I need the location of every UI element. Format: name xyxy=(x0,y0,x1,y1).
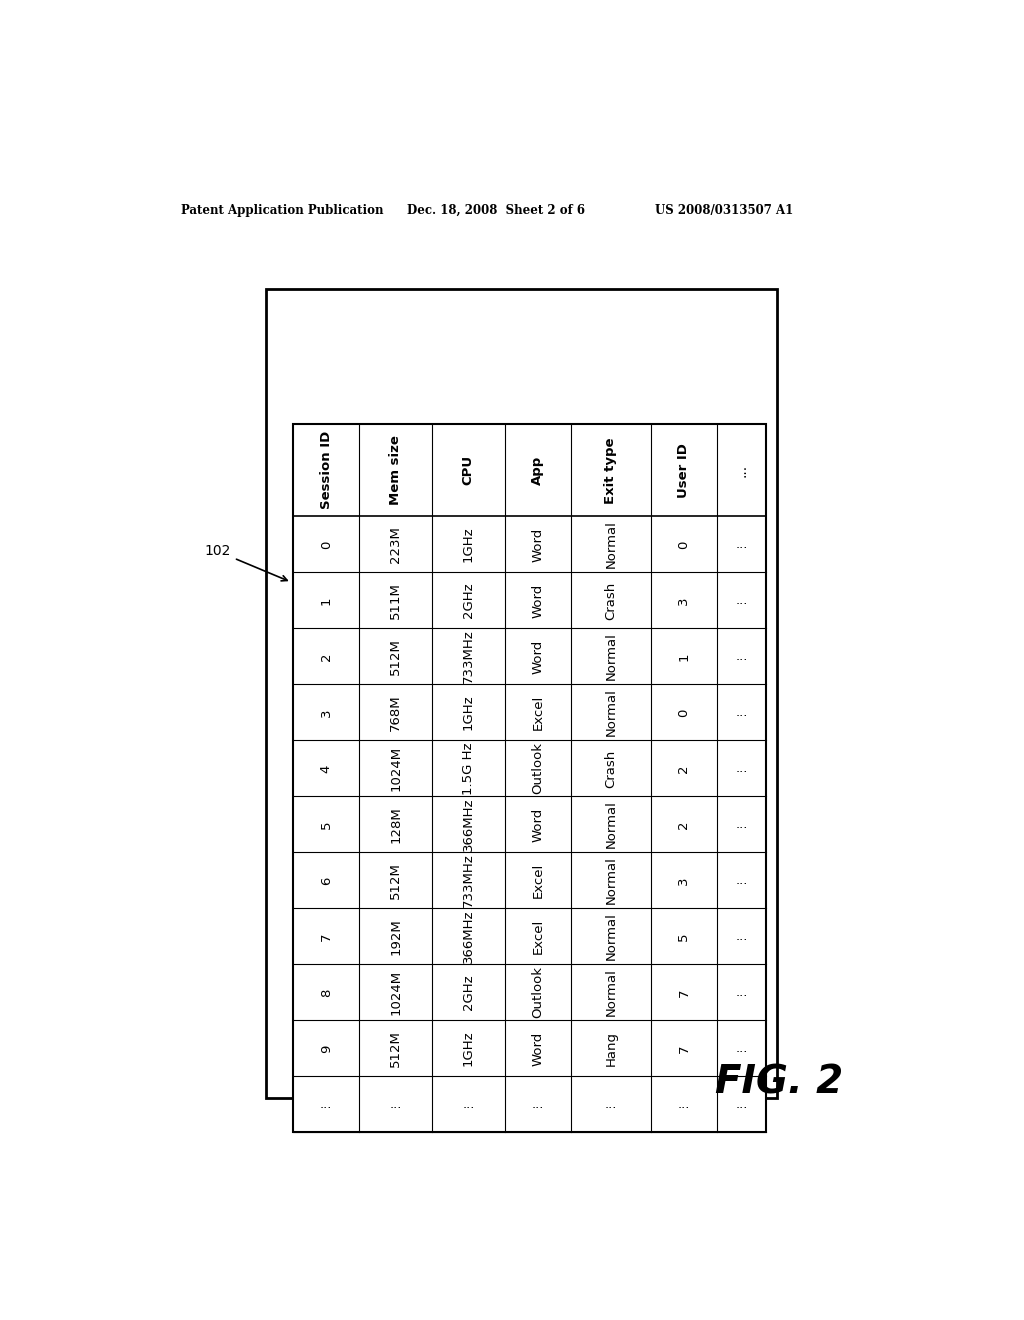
Text: 1024M: 1024M xyxy=(389,970,402,1015)
Text: Normal: Normal xyxy=(604,912,617,961)
Text: 7: 7 xyxy=(678,1044,690,1053)
Text: 5: 5 xyxy=(678,932,690,941)
Text: ...: ... xyxy=(735,539,748,550)
Text: Normal: Normal xyxy=(604,800,617,849)
Text: ...: ... xyxy=(321,1098,333,1111)
Text: 1: 1 xyxy=(678,652,690,661)
Text: Word: Word xyxy=(531,1031,545,1065)
Text: 3: 3 xyxy=(678,597,690,605)
Text: ...: ... xyxy=(389,1098,402,1111)
Text: 512M: 512M xyxy=(389,638,402,675)
Text: Crash: Crash xyxy=(604,581,617,619)
Text: 0: 0 xyxy=(678,540,690,549)
Text: Excel: Excel xyxy=(531,919,545,954)
Text: 5: 5 xyxy=(319,820,333,829)
Text: Outlook: Outlook xyxy=(531,742,545,795)
Text: Session ID: Session ID xyxy=(319,432,333,510)
Text: Hang: Hang xyxy=(604,1031,617,1067)
Text: Mem size: Mem size xyxy=(389,436,402,506)
Text: Excel: Excel xyxy=(531,694,545,730)
Text: 511M: 511M xyxy=(389,582,402,619)
Text: 1GHz: 1GHz xyxy=(462,1031,475,1067)
Text: Dec. 18, 2008  Sheet 2 of 6: Dec. 18, 2008 Sheet 2 of 6 xyxy=(407,205,585,218)
Text: Word: Word xyxy=(531,808,545,842)
Text: Normal: Normal xyxy=(604,857,617,904)
Text: US 2008/0313507 A1: US 2008/0313507 A1 xyxy=(655,205,794,218)
Text: 8: 8 xyxy=(319,989,333,997)
Text: 9: 9 xyxy=(319,1044,333,1052)
Text: Normal: Normal xyxy=(604,632,617,680)
Text: ...: ... xyxy=(735,818,748,832)
Text: ...: ... xyxy=(605,1098,617,1111)
Text: Outlook: Outlook xyxy=(531,966,545,1019)
Text: 1GHz: 1GHz xyxy=(462,527,475,562)
Text: ...: ... xyxy=(735,986,748,999)
Text: 192M: 192M xyxy=(389,919,402,954)
Text: FIG. 2: FIG. 2 xyxy=(715,1064,843,1101)
Text: 2: 2 xyxy=(678,764,690,772)
Text: 3: 3 xyxy=(678,876,690,884)
Text: 3: 3 xyxy=(319,709,333,717)
Text: 366MHz: 366MHz xyxy=(462,797,475,851)
Text: ...: ... xyxy=(735,594,748,607)
Text: ...: ... xyxy=(735,1041,748,1055)
Text: 1: 1 xyxy=(319,597,333,605)
Text: 512M: 512M xyxy=(389,1030,402,1067)
Text: 2GHz: 2GHz xyxy=(462,974,475,1010)
Bar xyxy=(293,424,766,1133)
Text: User ID: User ID xyxy=(678,442,690,498)
Text: 7: 7 xyxy=(319,932,333,941)
Text: Excel: Excel xyxy=(531,863,545,898)
Text: 733MHz: 733MHz xyxy=(462,854,475,907)
Text: Word: Word xyxy=(531,527,545,561)
Text: ...: ... xyxy=(735,649,748,663)
Text: Patent Application Publication: Patent Application Publication xyxy=(180,205,383,218)
Text: 1.5G Hz: 1.5G Hz xyxy=(462,742,475,795)
Text: ...: ... xyxy=(678,1098,690,1111)
Text: ...: ... xyxy=(735,874,748,887)
Text: ...: ... xyxy=(735,706,748,719)
Text: 4: 4 xyxy=(319,764,333,772)
Text: 512M: 512M xyxy=(389,862,402,899)
Text: 7: 7 xyxy=(678,989,690,997)
Text: ...: ... xyxy=(531,1098,544,1111)
Text: 223M: 223M xyxy=(389,525,402,562)
Text: 0: 0 xyxy=(319,540,333,549)
Text: Normal: Normal xyxy=(604,689,617,737)
Text: Normal: Normal xyxy=(604,520,617,569)
Text: ...: ... xyxy=(462,1098,474,1111)
Text: 2: 2 xyxy=(678,820,690,829)
Text: 6: 6 xyxy=(319,876,333,884)
Text: 1024M: 1024M xyxy=(389,746,402,791)
Text: 102: 102 xyxy=(205,544,288,581)
Text: ...: ... xyxy=(734,463,749,477)
Text: 128M: 128M xyxy=(389,807,402,843)
Text: ...: ... xyxy=(735,762,748,775)
Text: Word: Word xyxy=(531,639,545,673)
Text: Exit type: Exit type xyxy=(604,437,617,503)
Text: 366MHz: 366MHz xyxy=(462,909,475,964)
Text: 1GHz: 1GHz xyxy=(462,694,475,730)
Text: ...: ... xyxy=(735,931,748,942)
Bar xyxy=(266,289,777,1098)
Text: 768M: 768M xyxy=(389,694,402,731)
Text: 0: 0 xyxy=(678,709,690,717)
Text: 733MHz: 733MHz xyxy=(462,630,475,684)
Text: Crash: Crash xyxy=(604,750,617,788)
Text: App: App xyxy=(531,455,545,484)
Text: ...: ... xyxy=(735,1098,748,1111)
Text: 2GHz: 2GHz xyxy=(462,582,475,618)
Text: Word: Word xyxy=(531,583,545,618)
Text: Normal: Normal xyxy=(604,969,617,1016)
Text: CPU: CPU xyxy=(462,455,475,486)
Text: 2: 2 xyxy=(319,652,333,661)
